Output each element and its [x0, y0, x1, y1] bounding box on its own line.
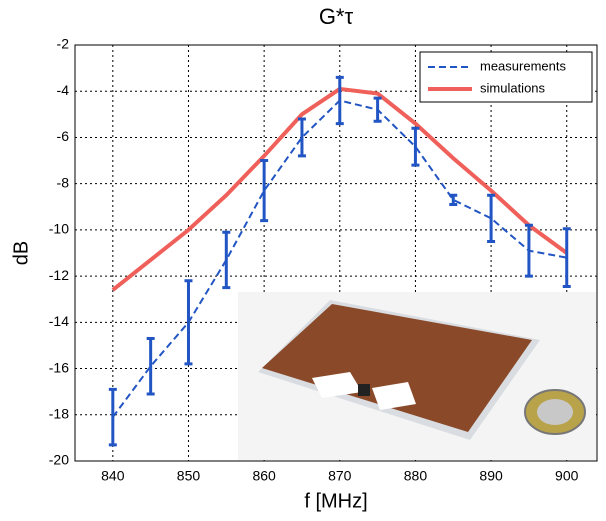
x-tick-label: 850 [177, 468, 201, 484]
antenna-pad [312, 372, 362, 398]
error-bar [562, 227, 571, 289]
antenna-pad [372, 382, 416, 410]
legend-box [419, 51, 593, 103]
error-bar [260, 159, 269, 223]
chart-title: G*τ [319, 4, 354, 29]
x-tick-label: 890 [479, 468, 503, 484]
x-tick-label: 900 [555, 468, 579, 484]
error-bar [449, 193, 458, 206]
chip [358, 384, 370, 396]
y-tick-label: -2 [57, 36, 70, 52]
legend-label: measurements [480, 58, 566, 73]
coin-center [537, 399, 573, 425]
legend-label: simulations [480, 80, 546, 95]
y-tick-label: -10 [49, 221, 69, 237]
x-tick-label: 840 [101, 468, 125, 484]
board-copper [262, 304, 532, 432]
plot-frame [74, 44, 598, 462]
y-tick-label: -8 [57, 174, 70, 190]
y-tick-label: -14 [49, 313, 69, 329]
error-bar [297, 117, 306, 158]
x-tick-label: 870 [328, 468, 352, 484]
legend: measurements simulations [419, 51, 593, 103]
error-bar [373, 96, 382, 123]
error-bar [335, 75, 344, 126]
error-bar [146, 337, 155, 396]
x-tick-label: 860 [252, 468, 276, 484]
y-tick-label: -18 [49, 405, 69, 421]
error-bar [524, 223, 533, 278]
error-bar [411, 126, 420, 167]
y-axis-label: dB [10, 241, 32, 265]
error-bar [184, 279, 193, 366]
x-axis-label: f [MHz] [304, 490, 367, 512]
error-bar [108, 387, 117, 447]
y-tick-label: -12 [49, 267, 69, 283]
y-tick-label: -6 [57, 128, 70, 144]
y-tick-label: -20 [49, 452, 69, 468]
error-bar [222, 230, 231, 290]
inset-photo [238, 292, 596, 460]
plot-layer [108, 75, 571, 447]
y-tick-label: -16 [49, 359, 69, 375]
x-tick-label: 880 [404, 468, 428, 484]
y-tick-label: -4 [57, 82, 70, 98]
error-bar [487, 193, 496, 243]
